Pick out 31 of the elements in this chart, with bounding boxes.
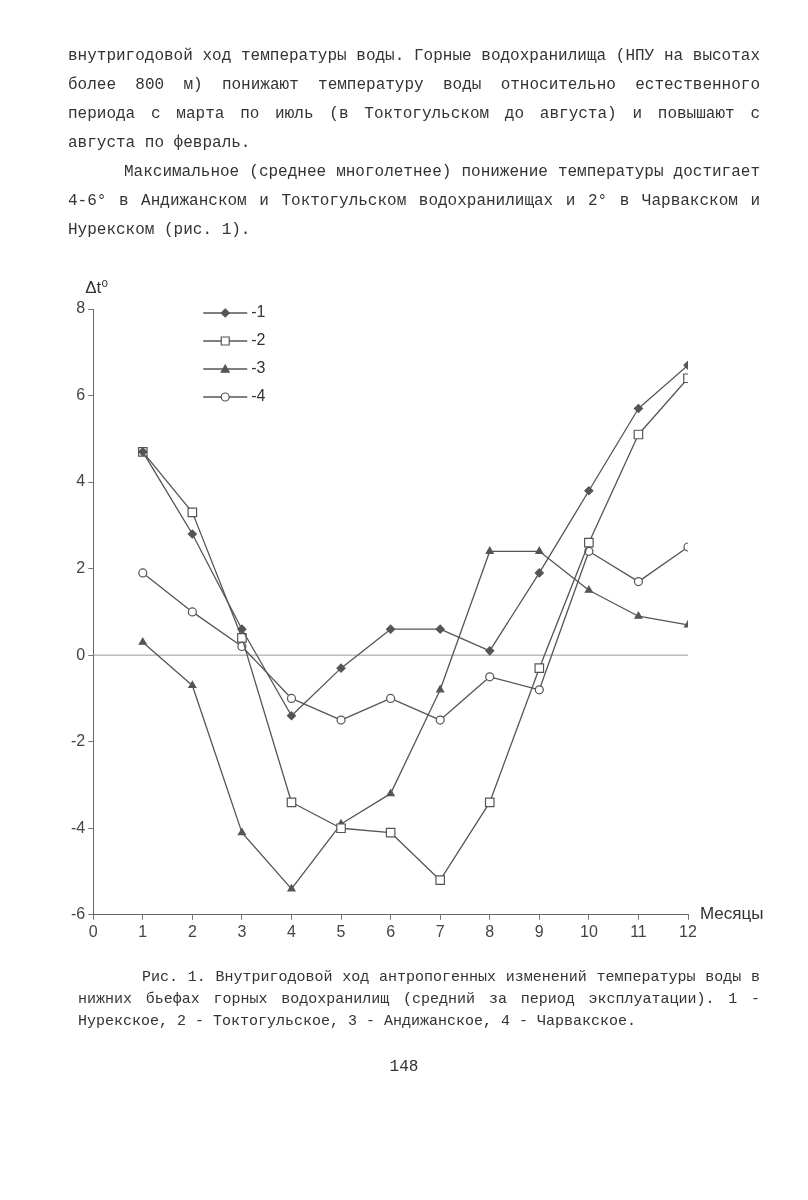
legend-label: -4 bbox=[251, 387, 266, 405]
y-tick-label: -4 bbox=[70, 818, 86, 836]
text: Максимальное (среднее многолетнее) понижение температуры достигает 4-6° в Андижанском и Токтогульском водохранилищах и 2° в Чарвакском и Нурекском (рис. 1). bbox=[68, 162, 760, 241]
x-tick-label: 6 bbox=[386, 922, 396, 940]
text: внутригодовой ход температуры воды. Горные водохранилища (НПУ на высотах более 800 м) понижают температуру воды относительно естественного периода с марта по июль (в Токтогульском до августа) и повышают с августа по февраль. bbox=[68, 46, 760, 154]
x-tick-label: 2 bbox=[187, 922, 197, 940]
y-axis-title: Δt⁰ bbox=[85, 278, 109, 298]
x-tick-label: 7 bbox=[435, 922, 445, 940]
y-tick-label: -2 bbox=[70, 732, 86, 750]
x-tick-label: 4 bbox=[287, 922, 297, 940]
x-axis-title: Месяцы bbox=[700, 904, 764, 924]
text: 148 bbox=[388, 1057, 420, 1078]
legend-label: -3 bbox=[251, 359, 266, 377]
y-tick-label: 6 bbox=[76, 385, 86, 403]
x-tick-label: 1 bbox=[138, 922, 148, 940]
x-tick-label: 0 bbox=[88, 922, 98, 940]
legend-label: -2 bbox=[251, 331, 266, 349]
y-tick-label: 4 bbox=[76, 472, 86, 490]
x-tick-label: 3 bbox=[237, 922, 247, 940]
text: Рис. 1. Внутригодовой ход антропогенных изменений температуры воды в нижних бьефах горных водохранилищ (средний за период эксплуатации). 1 - Нурекское, 2 - Токтогульское, 3 - Андижанское, 4 - Чарвакское. bbox=[77, 968, 761, 1032]
x-tick-label: 9 bbox=[534, 922, 544, 940]
y-tick-label: 8 bbox=[76, 299, 86, 317]
x-tick-label: 5 bbox=[336, 922, 346, 940]
y-tick-label: -6 bbox=[70, 905, 86, 923]
x-tick-label: 12 bbox=[679, 922, 697, 940]
x-tick-label: 10 bbox=[579, 922, 598, 940]
x-tick-label: 11 bbox=[630, 922, 647, 940]
y-tick-label: 2 bbox=[76, 559, 86, 577]
y-tick-label: 0 bbox=[76, 645, 86, 663]
x-tick-label: 8 bbox=[485, 922, 495, 940]
legend-label: -1 bbox=[251, 303, 266, 321]
